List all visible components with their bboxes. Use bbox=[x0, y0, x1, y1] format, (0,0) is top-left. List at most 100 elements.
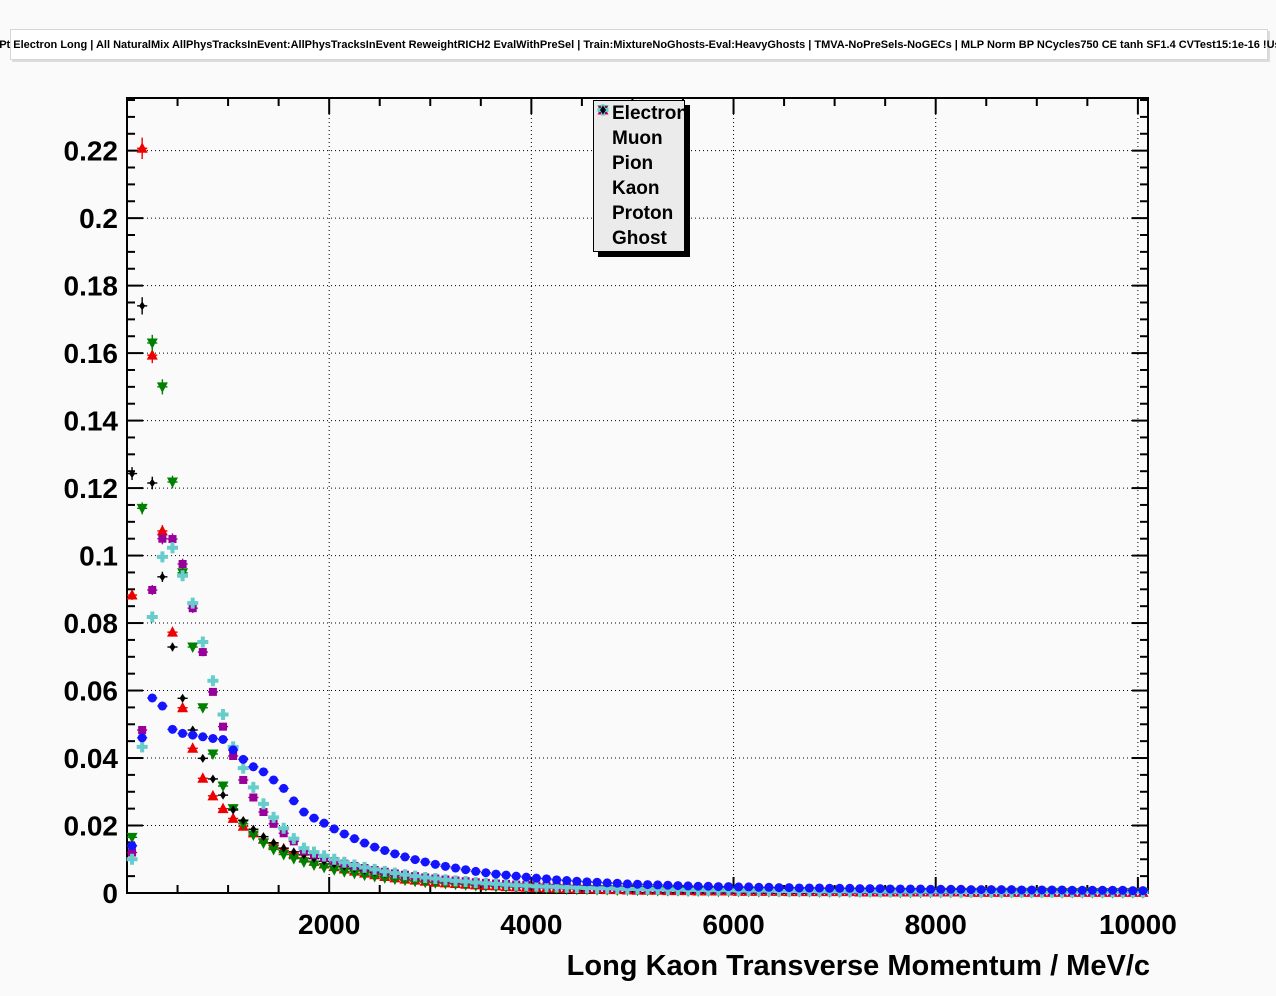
kaon-marker bbox=[198, 648, 207, 657]
ghost-marker bbox=[240, 815, 247, 825]
muon-marker bbox=[491, 869, 501, 879]
proton-marker bbox=[490, 878, 502, 890]
muon-marker bbox=[1138, 886, 1148, 896]
muon-marker bbox=[875, 884, 885, 894]
muon-marker bbox=[1037, 885, 1047, 895]
muon-marker bbox=[602, 878, 612, 888]
muon-marker bbox=[360, 838, 370, 848]
pion-marker bbox=[268, 844, 280, 856]
proton-marker bbox=[177, 570, 189, 582]
muon-marker bbox=[885, 884, 895, 894]
y-tick-label: 0.22 bbox=[64, 136, 119, 167]
muon-marker bbox=[420, 857, 430, 867]
electron-marker bbox=[136, 142, 148, 153]
kaon-marker bbox=[178, 559, 187, 568]
proton-marker bbox=[450, 875, 462, 887]
ghost-marker bbox=[280, 843, 287, 853]
pion-marker bbox=[278, 850, 290, 861]
muon-marker bbox=[936, 884, 946, 894]
kaon-marker bbox=[158, 534, 167, 543]
muon-marker bbox=[703, 881, 713, 891]
pion-marker bbox=[207, 749, 219, 760]
proton-marker bbox=[642, 883, 654, 895]
muon-marker bbox=[956, 884, 966, 894]
pion-marker bbox=[348, 868, 360, 880]
muon-marker bbox=[986, 885, 996, 895]
proton-marker bbox=[308, 846, 320, 858]
proton-marker bbox=[480, 877, 492, 889]
muon-marker bbox=[1017, 885, 1027, 895]
muon-marker bbox=[188, 730, 198, 740]
y-tick-label: 0.16 bbox=[64, 338, 119, 369]
proton-marker bbox=[379, 865, 391, 877]
proton-marker bbox=[611, 883, 623, 895]
muon-marker bbox=[178, 728, 188, 738]
muon-marker bbox=[1007, 885, 1017, 895]
muon-marker bbox=[562, 876, 572, 886]
pion-marker bbox=[328, 865, 340, 876]
proton-marker bbox=[530, 880, 542, 892]
muon-marker bbox=[127, 841, 137, 851]
muon-marker bbox=[966, 885, 976, 895]
proton-marker bbox=[146, 611, 158, 623]
electron-marker bbox=[197, 772, 209, 783]
muon-marker bbox=[643, 880, 653, 890]
muon-marker bbox=[895, 884, 905, 894]
proton-marker bbox=[621, 883, 633, 895]
x-tick-label: 10000 bbox=[1099, 909, 1177, 940]
muon-marker bbox=[1057, 885, 1067, 895]
pion-marker bbox=[298, 857, 310, 868]
ghost-marker bbox=[250, 824, 257, 834]
y-tick-label: 0 bbox=[102, 878, 118, 909]
legend-entry-pion: Pion bbox=[594, 105, 684, 176]
proton-marker bbox=[359, 861, 371, 873]
muon-marker bbox=[390, 849, 400, 859]
proton-marker bbox=[419, 871, 431, 883]
ghost-marker bbox=[129, 469, 136, 479]
electron-marker bbox=[187, 742, 199, 753]
muon-marker bbox=[147, 693, 157, 703]
proton-marker bbox=[541, 881, 553, 893]
muon-marker bbox=[592, 877, 602, 887]
proton-marker bbox=[439, 874, 451, 886]
proton-marker bbox=[581, 882, 593, 894]
kaon-marker bbox=[138, 726, 147, 735]
proton-marker bbox=[207, 675, 219, 687]
muon-marker bbox=[633, 879, 642, 889]
x-tick-label: 6000 bbox=[702, 909, 764, 940]
ghost-marker bbox=[270, 838, 277, 848]
muon-marker bbox=[137, 733, 147, 743]
ghost-marker bbox=[220, 790, 227, 800]
muon-marker bbox=[542, 874, 552, 884]
muon-marker bbox=[228, 745, 238, 755]
muon-marker bbox=[764, 882, 774, 892]
proton-marker bbox=[187, 597, 199, 609]
ghost-legend-marker-icon bbox=[600, 105, 606, 115]
muon-marker bbox=[299, 807, 309, 817]
proton-marker bbox=[389, 867, 401, 879]
muon-marker bbox=[905, 884, 915, 894]
muon-marker bbox=[744, 882, 754, 892]
muon-marker bbox=[734, 882, 744, 892]
muon-marker bbox=[612, 878, 622, 888]
plot-title-text: TrackPt Electron Long | All NaturalMix A… bbox=[0, 38, 1276, 51]
kaon-marker bbox=[269, 819, 278, 828]
pion-marker bbox=[166, 477, 178, 489]
muon-marker bbox=[269, 775, 279, 785]
kaon-marker bbox=[148, 585, 157, 594]
proton-marker bbox=[470, 877, 482, 889]
muon-marker bbox=[380, 845, 390, 855]
muon-marker bbox=[451, 863, 461, 873]
kaon-marker bbox=[259, 808, 268, 817]
ghost-marker bbox=[199, 753, 206, 763]
legend-entry-muon: Muon bbox=[594, 105, 684, 151]
muon-marker bbox=[400, 852, 410, 862]
muon-marker bbox=[471, 866, 481, 876]
electron-marker bbox=[227, 812, 239, 823]
legend-entry-kaon: Kaon bbox=[594, 106, 684, 201]
muon-marker bbox=[208, 733, 218, 743]
ghost-marker bbox=[179, 693, 186, 703]
muon-marker bbox=[461, 865, 471, 875]
muon-marker bbox=[501, 870, 511, 880]
